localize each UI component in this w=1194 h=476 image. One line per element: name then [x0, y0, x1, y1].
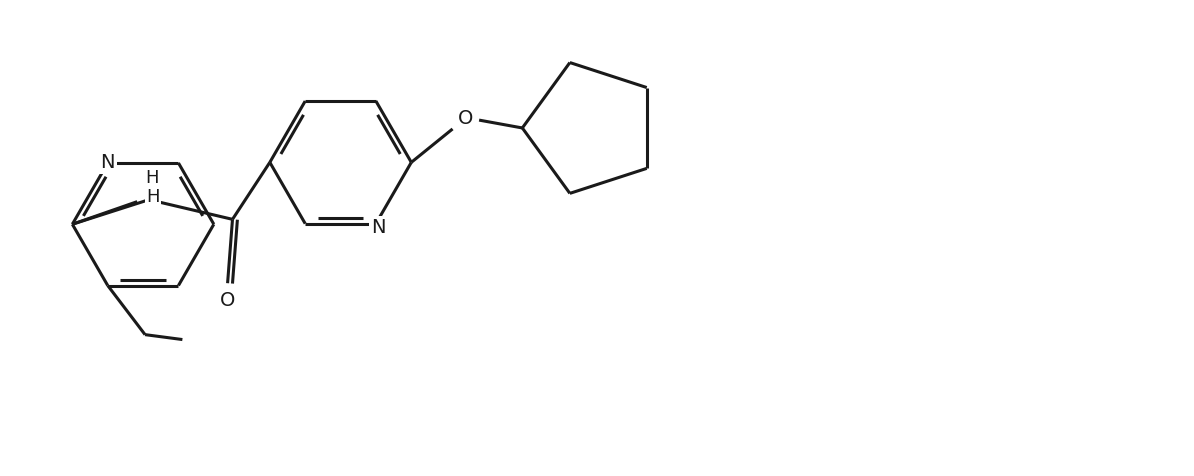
Text: N: N — [370, 218, 386, 237]
Text: H: H — [146, 169, 159, 187]
Text: O: O — [220, 291, 235, 310]
Text: N: N — [100, 153, 115, 172]
Text: H: H — [146, 188, 160, 206]
Text: O: O — [457, 109, 473, 128]
